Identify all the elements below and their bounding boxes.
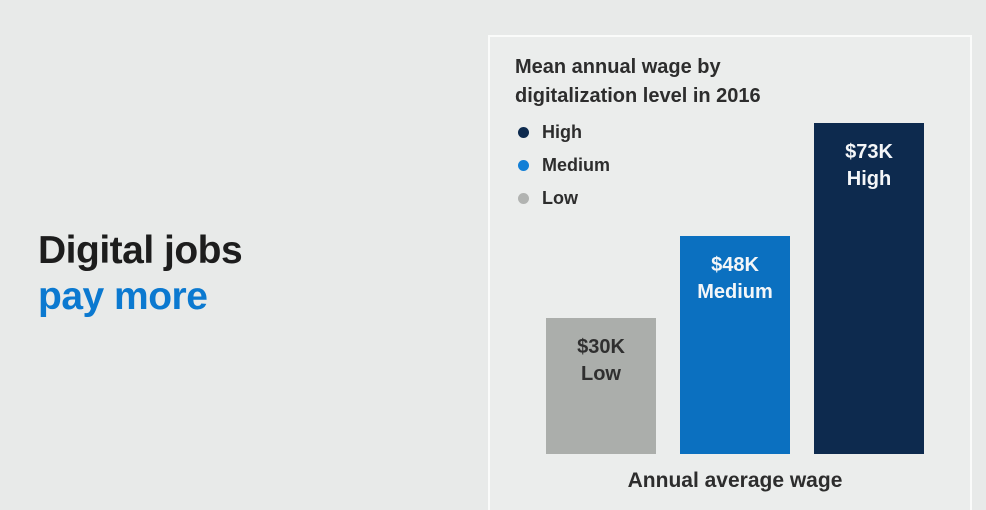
legend-dot-high-icon xyxy=(518,127,529,138)
bar-medium-category: Medium xyxy=(697,281,773,303)
legend-item-low: Low xyxy=(518,182,610,215)
bar-high-value: $73K xyxy=(845,141,893,163)
bar-low-category: Low xyxy=(581,363,621,385)
headline-line2: pay more xyxy=(38,275,208,318)
chart-title: Mean annual wage by digitalization level… xyxy=(515,53,761,111)
bar-low-value: $30K xyxy=(577,336,625,358)
bar-medium-value: $48K xyxy=(711,254,759,276)
bar-low: $30K Low xyxy=(546,318,656,454)
bar-medium: $48K Medium xyxy=(680,236,790,454)
chart-title-line1: Mean annual wage by xyxy=(515,56,721,78)
chart-legend: High Medium Low xyxy=(518,116,610,215)
legend-label-high: High xyxy=(542,122,582,142)
legend-item-medium: Medium xyxy=(518,149,610,182)
headline-line1: Digital jobs xyxy=(38,229,243,272)
chart-title-line2: digitalization level in 2016 xyxy=(515,85,761,107)
legend-dot-medium-icon xyxy=(518,160,529,171)
bar-high: $73K High xyxy=(814,123,924,454)
headline: Digital jobs pay more xyxy=(38,228,243,320)
legend-dot-low-icon xyxy=(518,193,529,204)
bar-high-category: High xyxy=(846,168,892,190)
legend-label-medium: Medium xyxy=(542,155,611,175)
legend-item-high: High xyxy=(518,116,610,149)
legend-label-low: Low xyxy=(542,188,578,208)
x-axis-label: Annual average wage xyxy=(627,469,843,492)
bar-group: $30K Low $48K Medium $73K High xyxy=(546,123,924,454)
